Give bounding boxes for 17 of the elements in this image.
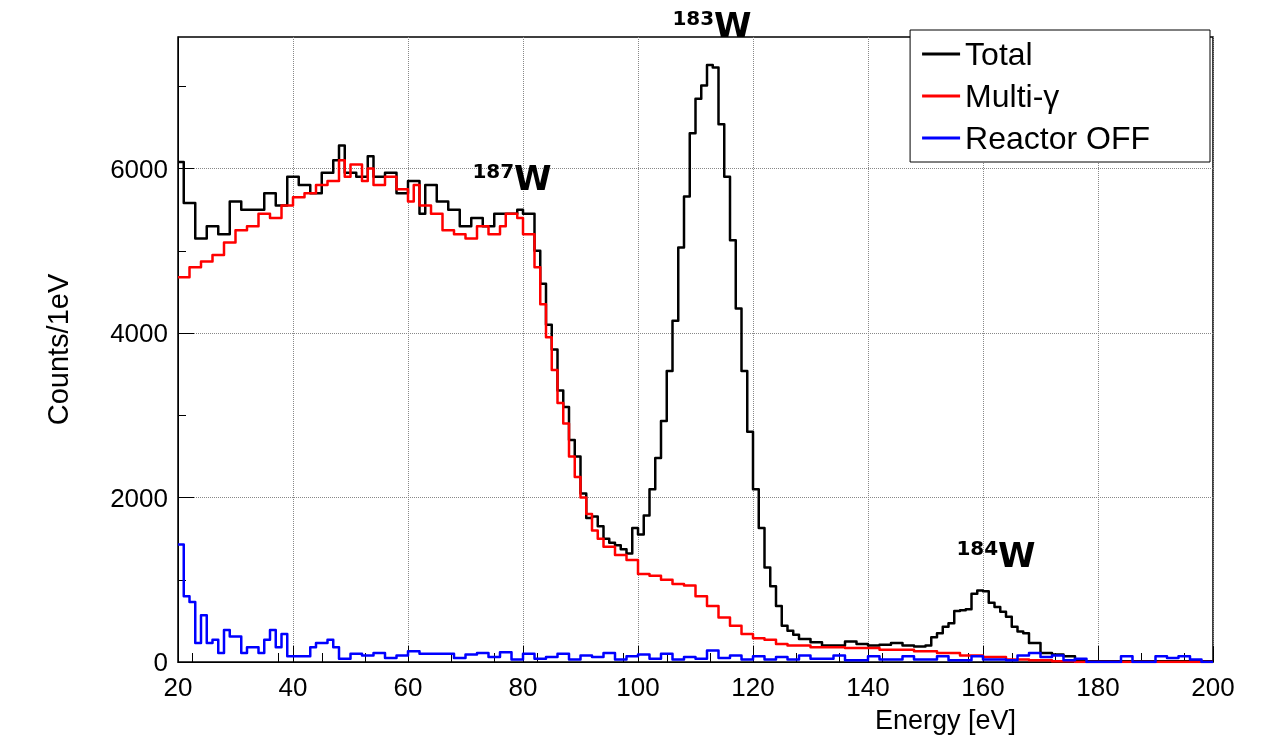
y-tick-label: 4000	[110, 318, 168, 349]
x-tick-label: 180	[1076, 672, 1120, 702]
x-axis-title: Energy [eV]	[874, 704, 1017, 735]
x-tick-label: 160	[961, 672, 1005, 702]
x-tick-label: 60	[393, 672, 423, 702]
x-tick-label: 140	[846, 672, 890, 702]
x-tick-label: 200	[1191, 672, 1235, 702]
legend-label: Multi-γ	[965, 78, 1060, 114]
x-tick-label: 100	[616, 672, 660, 702]
y-tick-label: 6000	[110, 153, 168, 184]
legend-label: Reactor OFF	[965, 120, 1150, 156]
x-tick-label: 120	[731, 672, 775, 702]
x-tick-label: 80	[508, 672, 538, 702]
y-tick-label: 2000	[110, 482, 168, 513]
x-tick-label: 40	[278, 672, 308, 702]
y-axis-title: Counts/1eV	[42, 273, 74, 426]
legend-label: Total	[965, 36, 1033, 72]
